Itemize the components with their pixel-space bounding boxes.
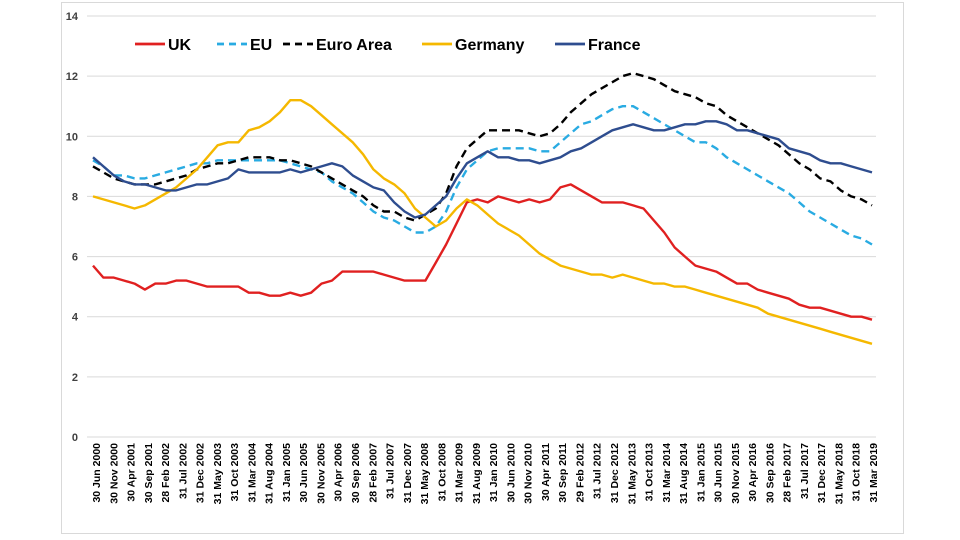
x-tick-label: 28 Feb 2007: [367, 443, 379, 503]
x-tick-label: 31 Mar 2004: [246, 443, 258, 503]
series-line-uk: [92, 183, 873, 321]
x-tick-label: 31 Aug 2004: [264, 443, 276, 504]
x-tick-label: 31 Oct 2018: [851, 443, 863, 502]
x-tick-label: 30 Jun 2015: [713, 443, 725, 503]
x-tick-label: 31 May 2013: [626, 443, 638, 504]
legend: UK EU Euro Area Germany France: [135, 37, 641, 54]
x-tick-label: 31 Jul 2012: [592, 443, 604, 499]
x-tick-label: 30 Sep 2011: [557, 443, 569, 503]
x-tick-label: 31 May 2018: [833, 443, 845, 504]
y-tick-label: 4: [72, 312, 79, 324]
x-tick-label: 31 Jan 2005: [281, 443, 293, 502]
x-tick-label: 30 Nov 2000: [108, 443, 120, 504]
series-line-euro-area: [92, 71, 873, 222]
x-tick-label: 31 Mar 2014: [661, 443, 673, 503]
y-tick-label: 12: [66, 71, 78, 83]
chart-frame: [61, 2, 904, 534]
x-tick-label: 31 Jul 2007: [385, 443, 397, 499]
y-tick-label: 8: [72, 191, 78, 203]
x-tick-label: 31 Jan 2010: [488, 443, 500, 502]
x-tick-label: 31 Aug 2009: [471, 443, 483, 504]
x-tick-label: 29 Feb 2012: [574, 443, 586, 503]
x-tick-label: 28 Feb 2002: [160, 443, 172, 503]
y-tick-label: 10: [66, 131, 78, 143]
x-tick-label: 31 Dec 2007: [402, 443, 414, 503]
series-lines: [92, 71, 873, 345]
x-tick-label: 31 May 2008: [419, 443, 431, 504]
series-line-eu: [92, 105, 873, 246]
grid-lines: [87, 15, 876, 438]
y-tick-label: 2: [72, 372, 78, 384]
x-tick-label: 30 Sep 2016: [764, 443, 776, 503]
x-tick-label: 30 Jun 2005: [298, 443, 310, 503]
x-tick-label: 30 Sep 2006: [350, 443, 362, 503]
legend-label: France: [588, 37, 641, 54]
x-tick-label: 28 Feb 2017: [782, 443, 794, 503]
x-tick-label: 31 Oct 2008: [436, 443, 448, 502]
x-tick-label: 31 Dec 2012: [609, 443, 621, 503]
series-line-france: [92, 120, 873, 219]
x-tick-label: 30 Nov 2005: [315, 443, 327, 504]
x-tick-label: 31 Dec 2002: [195, 443, 207, 503]
x-tick-label: 30 Sep 2001: [143, 443, 155, 503]
x-tick-label: 30 Apr 2011: [540, 443, 552, 501]
legend-label: UK: [168, 37, 192, 54]
series-line-germany: [92, 99, 873, 345]
x-tick-label: 30 Apr 2006: [333, 443, 345, 502]
x-tick-label: 31 Mar 2009: [454, 443, 466, 503]
x-tick-label: 31 Aug 2014: [678, 443, 690, 504]
x-axis-ticks: 30 Jun 2000 30 Nov 2000 30 Apr 2001 30 Sep …: [91, 443, 880, 504]
x-tick-label: 30 Apr 2001: [126, 443, 138, 502]
x-tick-label: 31 Oct 2013: [644, 443, 656, 502]
x-tick-label: 30 Nov 2010: [523, 443, 535, 504]
x-tick-label: 31 May 2003: [212, 443, 224, 504]
x-tick-label: 30 Apr 2016: [747, 443, 759, 502]
y-tick-label: 0: [72, 432, 78, 444]
x-tick-label: 31 Dec 2017: [816, 443, 828, 503]
x-tick-label: 30 Jun 2000: [91, 443, 103, 503]
x-tick-label: 31 Oct 2003: [229, 443, 241, 502]
x-tick-label: 31 Jan 2015: [695, 443, 707, 502]
legend-label: Euro Area: [316, 37, 392, 54]
y-axis-ticks: 0 2 4 6 8 10 12 14: [66, 11, 79, 444]
x-tick-label: 31 Jul 2017: [799, 443, 811, 499]
y-tick-label: 14: [66, 11, 79, 23]
x-tick-label: 30 Nov 2015: [730, 443, 742, 504]
legend-label: EU: [250, 37, 272, 54]
y-tick-label: 6: [72, 252, 78, 264]
x-tick-label: 31 Jul 2002: [177, 443, 189, 499]
x-tick-label: 30 Jun 2010: [505, 443, 517, 503]
x-tick-label: 31 Mar 2019: [868, 443, 880, 503]
legend-label: Germany: [455, 37, 524, 54]
